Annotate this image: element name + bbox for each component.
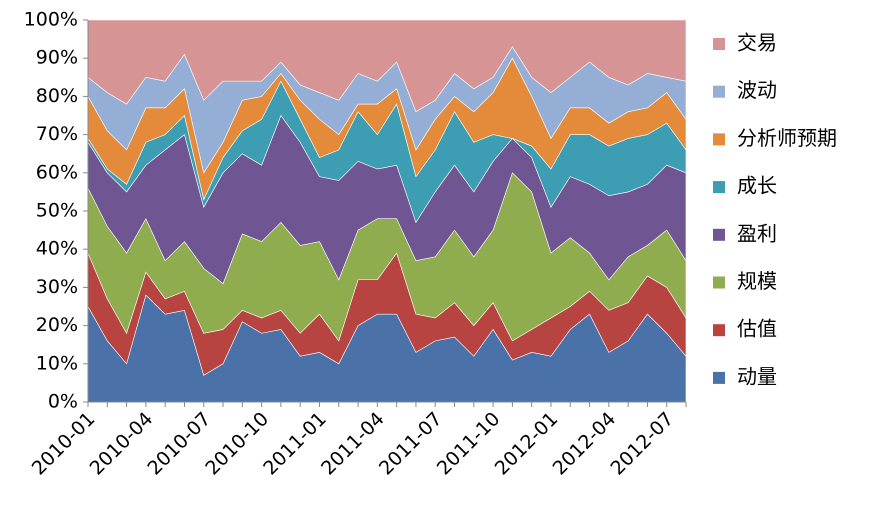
y-tick-label: 20% <box>36 314 78 336</box>
y-tick-label: 100% <box>24 9 78 31</box>
legend-swatch <box>713 324 725 337</box>
x-tick-label: 2011-01 <box>259 408 331 480</box>
y-tick-label: 30% <box>36 276 78 298</box>
legend-label: 规模 <box>737 269 777 293</box>
legend-label: 估值 <box>737 317 777 341</box>
legend-label: 波动 <box>737 78 777 102</box>
x-tick-label: 2011-10 <box>433 408 505 480</box>
legend-label: 动量 <box>737 364 777 388</box>
y-tick-label: 60% <box>36 161 78 183</box>
x-tick-label: 2010-10 <box>201 408 273 480</box>
x-tick-label: 2012-07 <box>606 408 678 480</box>
x-tick-label: 2012-04 <box>549 408 621 480</box>
y-tick-label: 0% <box>48 391 78 413</box>
x-tick-label: 2011-04 <box>317 408 389 480</box>
legend-swatch <box>713 38 725 50</box>
legend-swatch <box>713 228 725 241</box>
legend-swatch <box>713 181 725 194</box>
legend-label: 交易 <box>737 31 777 55</box>
y-tick-label: 80% <box>36 85 78 107</box>
y-tick-label: 70% <box>36 123 78 145</box>
legend-label: 成长 <box>737 174 777 198</box>
legend-swatch <box>713 133 725 146</box>
legend-label: 分析师预期 <box>737 126 837 150</box>
area <box>87 19 687 113</box>
x-tick-label: 2010-01 <box>28 408 100 480</box>
legend-swatch <box>713 371 725 384</box>
x-tick-label: 2010-04 <box>86 408 158 480</box>
x-tick-label: 2012-01 <box>491 408 563 480</box>
legend-swatch <box>713 85 725 98</box>
legend-swatch <box>713 276 725 289</box>
legend-label: 盈利 <box>737 221 777 245</box>
y-tick-label: 40% <box>36 238 78 260</box>
y-tick-label: 10% <box>36 352 78 374</box>
y-tick-label: 90% <box>36 47 78 69</box>
x-tick-label: 2010-07 <box>143 408 215 480</box>
y-tick-label: 50% <box>36 200 78 222</box>
x-tick-label: 2011-07 <box>375 408 447 480</box>
